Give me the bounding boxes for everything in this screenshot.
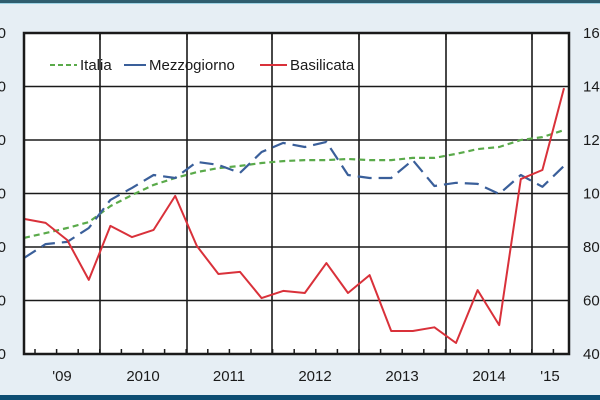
left-axis-labels: 0 0 0 0 0 0 0 xyxy=(0,25,6,363)
x-tick-label: 2013 xyxy=(385,368,418,385)
left-tick-label: 0 xyxy=(0,79,6,96)
left-tick-label: 0 xyxy=(0,346,6,363)
legend: Italia Mezzogiorno Basilicata xyxy=(50,57,355,74)
x-tick-label: 2010 xyxy=(126,368,159,385)
x-tick-label: '15 xyxy=(540,368,560,385)
series-basilicata xyxy=(23,87,565,344)
left-tick-label: 0 xyxy=(0,132,6,149)
right-tick-label: 120 xyxy=(583,132,600,149)
legend-label-mezzogiorno: Mezzogiorno xyxy=(149,57,235,74)
right-tick-label: 40 xyxy=(583,346,600,363)
series-lines xyxy=(23,87,565,344)
left-tick-label: 0 xyxy=(0,25,6,42)
plot-frame xyxy=(22,31,571,356)
left-tick-label: 0 xyxy=(0,293,6,310)
right-tick-label: 100 xyxy=(583,186,600,203)
left-tick-label: 0 xyxy=(0,186,6,203)
series-mezzogiorno xyxy=(23,140,565,259)
legend-label-italia: Italia xyxy=(80,57,112,74)
bottom-band xyxy=(0,395,600,400)
right-tick-label: 160 xyxy=(583,25,600,42)
axis-ticks xyxy=(34,33,555,354)
x-tick-label: 2012 xyxy=(298,368,331,385)
right-axis-labels: 160 140 120 100 80 60 40 xyxy=(583,25,600,363)
x-tick-label: 2011 xyxy=(213,368,245,385)
left-tick-label: 0 xyxy=(0,239,6,256)
right-tick-label: 80 xyxy=(583,239,600,256)
right-tick-label: 60 xyxy=(583,293,600,310)
series-italia xyxy=(23,129,565,239)
x-tick-label: '09 xyxy=(52,368,72,385)
x-tick-label: 2014 xyxy=(472,368,505,385)
right-tick-label: 140 xyxy=(583,79,600,96)
top-rule xyxy=(0,0,600,4)
legend-label-basilicata: Basilicata xyxy=(290,57,355,74)
x-axis-labels: '09 2010 2011 2012 2013 2014 '15 xyxy=(52,368,560,385)
